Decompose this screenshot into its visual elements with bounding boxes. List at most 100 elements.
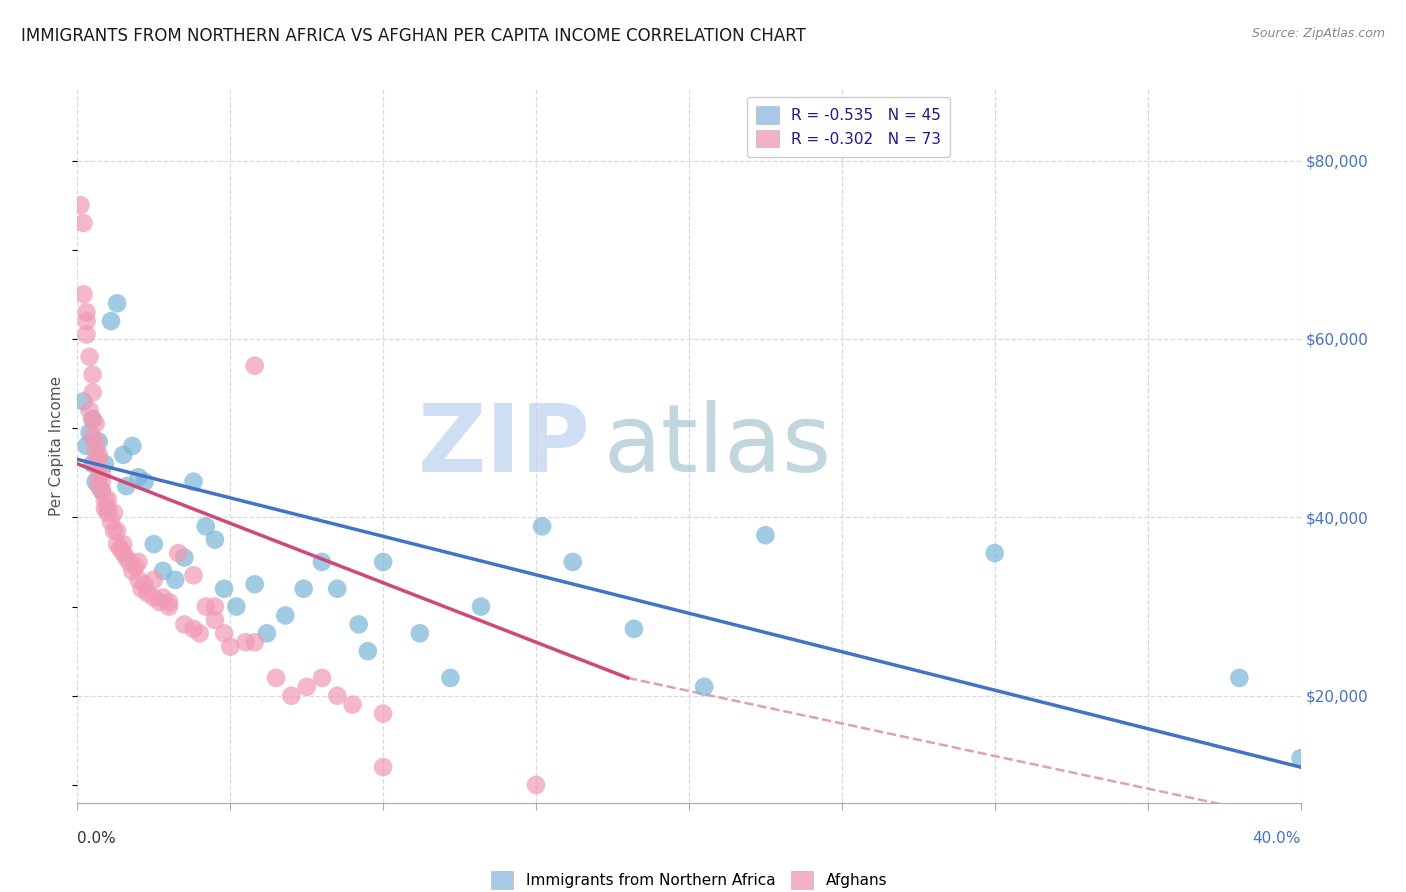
Point [84, 443, 107, 458]
Point [212, 626, 235, 640]
Point [157, 599, 180, 614]
Point [97, 492, 120, 507]
Point [167, 546, 190, 560]
Point [183, 568, 205, 582]
Point [183, 475, 205, 489]
Point [82, 430, 104, 444]
Point [188, 626, 211, 640]
Point [79, 350, 101, 364]
Point [142, 537, 165, 551]
Point [1229, 671, 1251, 685]
Point [149, 595, 172, 609]
Point [84, 457, 107, 471]
Text: ZIP: ZIP [418, 400, 591, 492]
Point [219, 640, 242, 654]
Point [524, 778, 547, 792]
Point [173, 617, 195, 632]
Point [72, 394, 94, 409]
Point [225, 599, 247, 614]
Point [115, 550, 138, 565]
Point [561, 555, 583, 569]
Point [134, 475, 156, 489]
Point [371, 760, 394, 774]
Point [124, 559, 146, 574]
Point [87, 434, 110, 449]
Text: IMMIGRANTS FROM NORTHERN AFRICA VS AFGHAN PER CAPITA INCOME CORRELATION CHART: IMMIGRANTS FROM NORTHERN AFRICA VS AFGHA… [21, 27, 806, 45]
Point [152, 591, 174, 605]
Y-axis label: Per Capita Income: Per Capita Income [49, 376, 65, 516]
Point [87, 479, 110, 493]
Point [243, 359, 266, 373]
Text: atlas: atlas [603, 400, 831, 492]
Point [90, 483, 112, 498]
Point [84, 434, 107, 449]
Point [76, 439, 98, 453]
Point [212, 582, 235, 596]
Point [292, 582, 315, 596]
Point [103, 506, 125, 520]
Point [235, 635, 257, 649]
Point [531, 519, 554, 533]
Text: Source: ZipAtlas.com: Source: ZipAtlas.com [1251, 27, 1385, 40]
Point [371, 706, 394, 721]
Point [105, 537, 128, 551]
Point [121, 439, 143, 453]
Point [204, 533, 226, 547]
Point [136, 586, 159, 600]
Text: 40.0%: 40.0% [1253, 831, 1301, 846]
Point [76, 314, 98, 328]
Point [76, 305, 98, 319]
Point [105, 524, 128, 538]
Point [94, 501, 117, 516]
Point [94, 492, 117, 507]
Point [439, 671, 461, 685]
Point [87, 448, 110, 462]
Point [326, 582, 349, 596]
Point [100, 314, 122, 328]
Point [72, 287, 94, 301]
Point [295, 680, 318, 694]
Point [984, 546, 1007, 560]
Point [128, 555, 150, 569]
Point [105, 296, 128, 310]
Point [371, 555, 394, 569]
Point [100, 515, 122, 529]
Point [693, 680, 716, 694]
Point [82, 385, 104, 400]
Point [90, 466, 112, 480]
Point [103, 524, 125, 538]
Point [754, 528, 776, 542]
Point [76, 327, 98, 342]
Point [112, 546, 135, 560]
Point [280, 689, 302, 703]
Point [165, 573, 187, 587]
Point [183, 622, 205, 636]
Point [470, 599, 492, 614]
Point [82, 368, 104, 382]
Point [82, 412, 104, 426]
Point [84, 475, 107, 489]
Point [128, 573, 150, 587]
Point [134, 577, 156, 591]
Point [173, 550, 195, 565]
Point [90, 475, 112, 489]
Point [347, 617, 370, 632]
Point [72, 216, 94, 230]
Point [194, 519, 217, 533]
Point [1289, 751, 1312, 765]
Point [243, 635, 266, 649]
Point [79, 425, 101, 440]
Point [115, 479, 138, 493]
Point [311, 671, 333, 685]
Point [118, 555, 141, 569]
Point [131, 582, 153, 596]
Point [409, 626, 432, 640]
Legend: Immigrants from Northern Africa, Afghans: Immigrants from Northern Africa, Afghans [485, 865, 893, 892]
Point [142, 591, 165, 605]
Point [79, 403, 101, 417]
Point [82, 457, 104, 471]
Point [204, 599, 226, 614]
Point [142, 573, 165, 587]
Point [357, 644, 380, 658]
Point [128, 470, 150, 484]
